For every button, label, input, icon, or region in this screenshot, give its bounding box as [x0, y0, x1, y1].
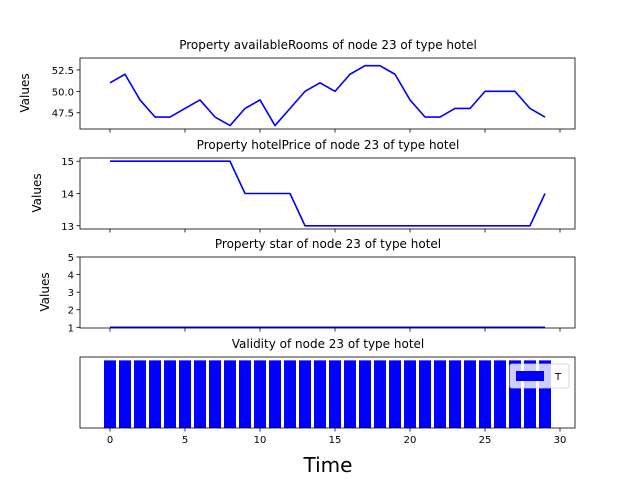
chart-title-star: Property star of node 23 of type hotel	[215, 237, 441, 251]
y-tick-label: 2	[68, 306, 74, 317]
chart-title-available-rooms: Property availableRooms of node 23 of ty…	[179, 38, 477, 52]
validity-bar	[494, 360, 506, 428]
y-tick-label: 13	[61, 222, 74, 233]
panel-validity: Validity of node 23 of type hotel 0 5 10 15…	[79, 337, 576, 477]
x-tick-label: 0	[107, 435, 113, 446]
validity-bar	[479, 360, 491, 428]
y-tick-label: 1	[68, 323, 74, 334]
chart-title-hotel-price: Property hotelPrice of node 23 of type h…	[197, 138, 460, 152]
validity-bar	[119, 360, 131, 428]
validity-bar	[299, 360, 311, 428]
validity-bar	[404, 360, 416, 428]
legend-swatch	[516, 371, 544, 381]
y-axis-label-available-rooms: Values	[18, 73, 32, 112]
validity-bar	[194, 360, 206, 428]
validity-bar	[209, 360, 221, 428]
x-tick-label: 20	[404, 435, 417, 446]
y-axis-label-star: Values	[38, 272, 52, 311]
series-line-available-rooms	[109, 64, 546, 127]
y-tick-label: 47.5	[52, 109, 74, 120]
validity-bar	[329, 360, 341, 428]
x-axis-label: Time	[303, 453, 353, 477]
plot-frame-available-rooms	[79, 57, 576, 130]
y-axis-label-hotel-price: Values	[30, 173, 44, 212]
validity-bar	[134, 360, 146, 428]
validity-bar	[344, 360, 356, 428]
x-tick-label: 25	[479, 435, 492, 446]
panel-star: Property star of node 23 of type hotel V…	[38, 237, 576, 334]
chart-title-validity: Validity of node 23 of type hotel	[232, 337, 424, 351]
validity-bar	[269, 360, 281, 428]
validity-bar	[254, 360, 266, 428]
y-tick-label: 52.5	[52, 66, 74, 77]
validity-bar	[239, 360, 251, 428]
plot-frame-hotel-price	[79, 157, 576, 230]
validity-bar	[284, 360, 296, 428]
y-tick-label: 14	[61, 190, 74, 201]
x-tick-label: 5	[182, 435, 188, 446]
panel-available-rooms: Property availableRooms of node 23 of ty…	[18, 38, 576, 133]
y-tick-label: 3	[68, 288, 74, 299]
x-tick-label: 30	[554, 435, 567, 446]
validity-bar	[419, 360, 431, 428]
plot-frame-star	[79, 256, 576, 329]
series-line-hotel-price	[110, 160, 546, 227]
validity-bar	[389, 360, 401, 428]
y-tick-label: 4	[68, 271, 74, 282]
y-tick-label: 5	[68, 253, 74, 264]
legend: T	[509, 363, 570, 389]
validity-bar	[449, 360, 461, 428]
validity-bar	[359, 360, 371, 428]
validity-bar	[464, 360, 476, 428]
validity-bar	[434, 360, 446, 428]
validity-bar	[149, 360, 161, 428]
y-tick-label: 15	[61, 157, 74, 168]
plot-frame-validity	[79, 356, 576, 429]
validity-bar	[314, 360, 326, 428]
x-tick-label: 10	[254, 435, 267, 446]
validity-bar	[104, 360, 116, 428]
validity-bar	[179, 360, 191, 428]
validity-bar	[374, 360, 386, 428]
y-tick-label: 50.0	[52, 87, 74, 98]
panel-hotel-price: Property hotelPrice of node 23 of type h…	[30, 138, 576, 233]
validity-bar	[164, 360, 176, 428]
x-tick-label: 15	[329, 435, 342, 446]
validity-bar	[224, 360, 236, 428]
legend-label: T	[554, 372, 562, 383]
